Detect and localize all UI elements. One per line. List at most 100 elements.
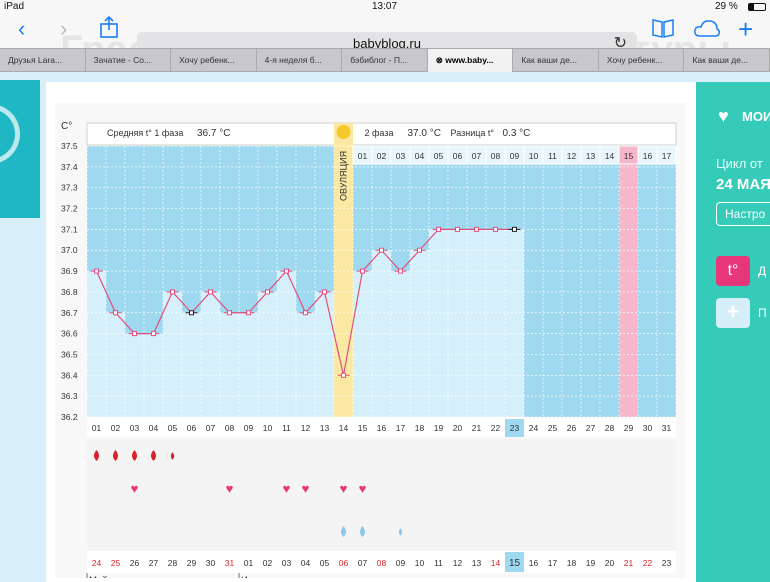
calendar-date: 18	[567, 558, 577, 568]
calendar-date: 19	[586, 558, 596, 568]
y-tick-label: 37.2	[61, 204, 78, 214]
browser-tab[interactable]: Друзья Lara...	[0, 49, 86, 72]
temperature-fill-bar	[448, 229, 467, 417]
browser-tab[interactable]: Как ваши де...	[684, 49, 770, 72]
calendar-date: 16	[529, 558, 539, 568]
phase2-day-label: 10	[529, 151, 539, 161]
y-tick-label: 36.4	[61, 370, 78, 380]
phase2-day-label: 08	[491, 151, 501, 161]
calendar-date: 29	[187, 558, 197, 568]
browser-tab[interactable]: Хочу ребенк...	[171, 49, 257, 72]
calendar-date: 17	[548, 558, 558, 568]
x-tick-label: 21	[472, 423, 482, 433]
calendar-date: 10	[415, 558, 425, 568]
heart-icon: ♥	[340, 481, 348, 496]
share-icon[interactable]	[100, 15, 118, 46]
temperature-point	[132, 331, 137, 337]
x-tick-label: 31	[662, 423, 672, 433]
cycle-date: 24 МАЯ	[716, 176, 770, 193]
back-icon[interactable]: ‹	[18, 16, 26, 41]
phase2-day-label: 16	[643, 151, 653, 161]
calendar-date: 09	[396, 558, 406, 568]
x-tick-label: 10	[263, 423, 273, 433]
temperature-point	[113, 310, 118, 316]
blood-drop-icon	[151, 450, 156, 461]
calendar-date: 26	[130, 558, 140, 568]
ovulation-label: ОВУЛЯЦИЯ	[339, 151, 349, 201]
x-tick-label: 12	[301, 423, 311, 433]
forward-icon[interactable]: ›	[60, 16, 68, 41]
temperature-fill-bar	[505, 229, 524, 417]
temperature-point	[246, 310, 251, 316]
x-tick-label: 18	[415, 423, 425, 433]
temperature-fill-bar	[353, 271, 372, 417]
left-decoration	[0, 80, 40, 218]
temperature-point	[341, 372, 346, 378]
phase2-day-label: 17	[662, 151, 672, 161]
temperature-point	[417, 247, 422, 253]
x-tick-label: 01	[92, 423, 102, 433]
browser-tab[interactable]: Хочу ребенк...	[599, 49, 685, 72]
new-tab-icon[interactable]: +	[738, 14, 754, 44]
phase2-day-label: 06	[453, 151, 463, 161]
temperature-point	[493, 226, 498, 232]
phase2-day-label: 13	[586, 151, 596, 161]
reload-icon[interactable]: ↻	[613, 35, 627, 52]
x-tick-label: 03	[130, 423, 140, 433]
temperature-point	[94, 268, 99, 274]
calendar-date: 25	[111, 558, 121, 568]
cloud-icon[interactable]	[693, 16, 721, 46]
settings-button[interactable]: Настро	[716, 202, 770, 226]
browser-tab[interactable]: ⊗ www.baby...	[427, 49, 514, 72]
temperature-point	[284, 268, 289, 274]
heart-icon: ♥	[359, 481, 367, 496]
temperature-point	[512, 226, 517, 232]
tab-bar: Друзья Lara... Зачатие - Со... Хочу ребенк…	[0, 48, 770, 72]
y-tick-label: 36.8	[61, 287, 78, 297]
browser-tab[interactable]: Зачатие - Со...	[86, 49, 172, 72]
status-bar: iPad 13:07 29 %	[0, 0, 770, 14]
diff-label: Разница t°	[451, 128, 495, 138]
x-tick-label: 16	[377, 423, 387, 433]
calendar-date: 15	[509, 558, 521, 569]
heart-icon: ♥	[718, 106, 729, 126]
x-tick-label: 26	[567, 423, 577, 433]
x-tick-label: 20	[453, 423, 463, 433]
phase2-value: 37.0 °C	[408, 128, 441, 139]
calendar-date: 30	[206, 558, 216, 568]
x-tick-label: 23	[510, 423, 520, 433]
blood-drop-icon	[113, 450, 118, 461]
temperature-fill-bar	[429, 229, 448, 417]
x-tick-label: 29	[624, 423, 634, 433]
browser-tab[interactable]: Как ваши де...	[513, 49, 599, 72]
browser-tab[interactable]: бэбиблог - П...	[342, 49, 428, 72]
temperature-fill-bar	[239, 312, 258, 417]
calendar-date: 14	[491, 558, 501, 568]
browser-tab[interactable]: 4-я неделя б...	[257, 49, 343, 72]
x-tick-label: 28	[605, 423, 615, 433]
y-tick-label: 37.3	[61, 183, 78, 193]
calendar-date: 23	[662, 558, 672, 568]
phase2-day-label: 02	[377, 151, 387, 161]
calendar-date: 24	[92, 558, 102, 568]
x-tick-label: 02	[111, 423, 121, 433]
temperature-button[interactable]: t°	[716, 256, 750, 286]
y-tick-label: 37.4	[61, 162, 78, 172]
blood-drop-icon	[170, 452, 175, 460]
chart-header	[86, 122, 677, 146]
calendar-date: 12	[453, 558, 463, 568]
battery-label: 29 %	[715, 1, 738, 12]
bookmarks-icon[interactable]	[652, 16, 674, 46]
y-tick-label: 36.2	[61, 412, 78, 422]
y-tick-label: 36.7	[61, 308, 78, 318]
battery-icon	[748, 3, 766, 11]
chart-container: Средняя t° 1 фаза 36.7 °C 2 фаза 37.0 °C Р…	[55, 103, 685, 578]
add-button[interactable]: +	[716, 298, 750, 328]
discharge-drop-icon	[341, 526, 346, 537]
calendar-date: 06	[339, 558, 349, 568]
carrier-label: iPad	[4, 1, 25, 12]
temperature-point	[208, 289, 213, 295]
x-tick-label: 25	[548, 423, 558, 433]
y-tick-label: 36.3	[61, 391, 78, 401]
temperature-fill-bar	[106, 312, 125, 417]
